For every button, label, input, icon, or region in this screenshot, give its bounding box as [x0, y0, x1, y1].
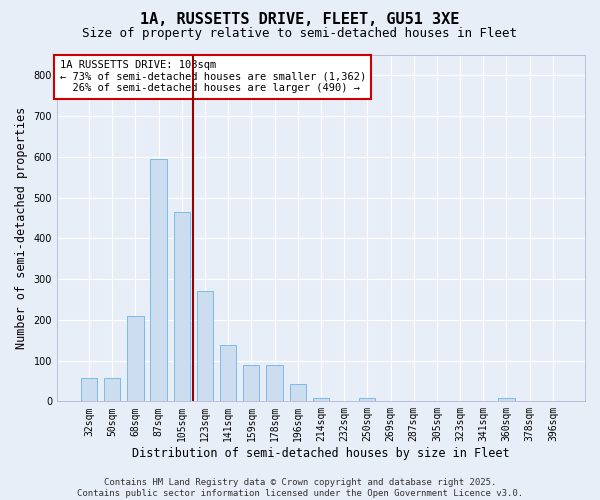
Bar [266, 364, 283, 402]
Bar [359, 398, 376, 402]
Bar [81, 378, 97, 402]
Text: 1A RUSSETTS DRIVE: 108sqm
← 73% of semi-detached houses are smaller (1,362)
  26: 1A RUSSETTS DRIVE: 108sqm ← 73% of semi-… [59, 60, 366, 94]
Bar [127, 316, 143, 402]
Y-axis label: Number of semi-detached properties: Number of semi-detached properties [15, 107, 28, 350]
Text: 1A, RUSSETTS DRIVE, FLEET, GU51 3XE: 1A, RUSSETTS DRIVE, FLEET, GU51 3XE [140, 12, 460, 28]
Bar [104, 378, 121, 402]
Bar [313, 398, 329, 402]
Text: Contains HM Land Registry data © Crown copyright and database right 2025.
Contai: Contains HM Land Registry data © Crown c… [77, 478, 523, 498]
Text: Size of property relative to semi-detached houses in Fleet: Size of property relative to semi-detach… [83, 28, 517, 40]
Bar [197, 292, 213, 402]
Bar [290, 384, 306, 402]
Bar [243, 364, 259, 402]
Bar [151, 159, 167, 402]
Bar [173, 212, 190, 402]
X-axis label: Distribution of semi-detached houses by size in Fleet: Distribution of semi-detached houses by … [132, 447, 510, 460]
Bar [499, 398, 515, 402]
Bar [220, 345, 236, 402]
